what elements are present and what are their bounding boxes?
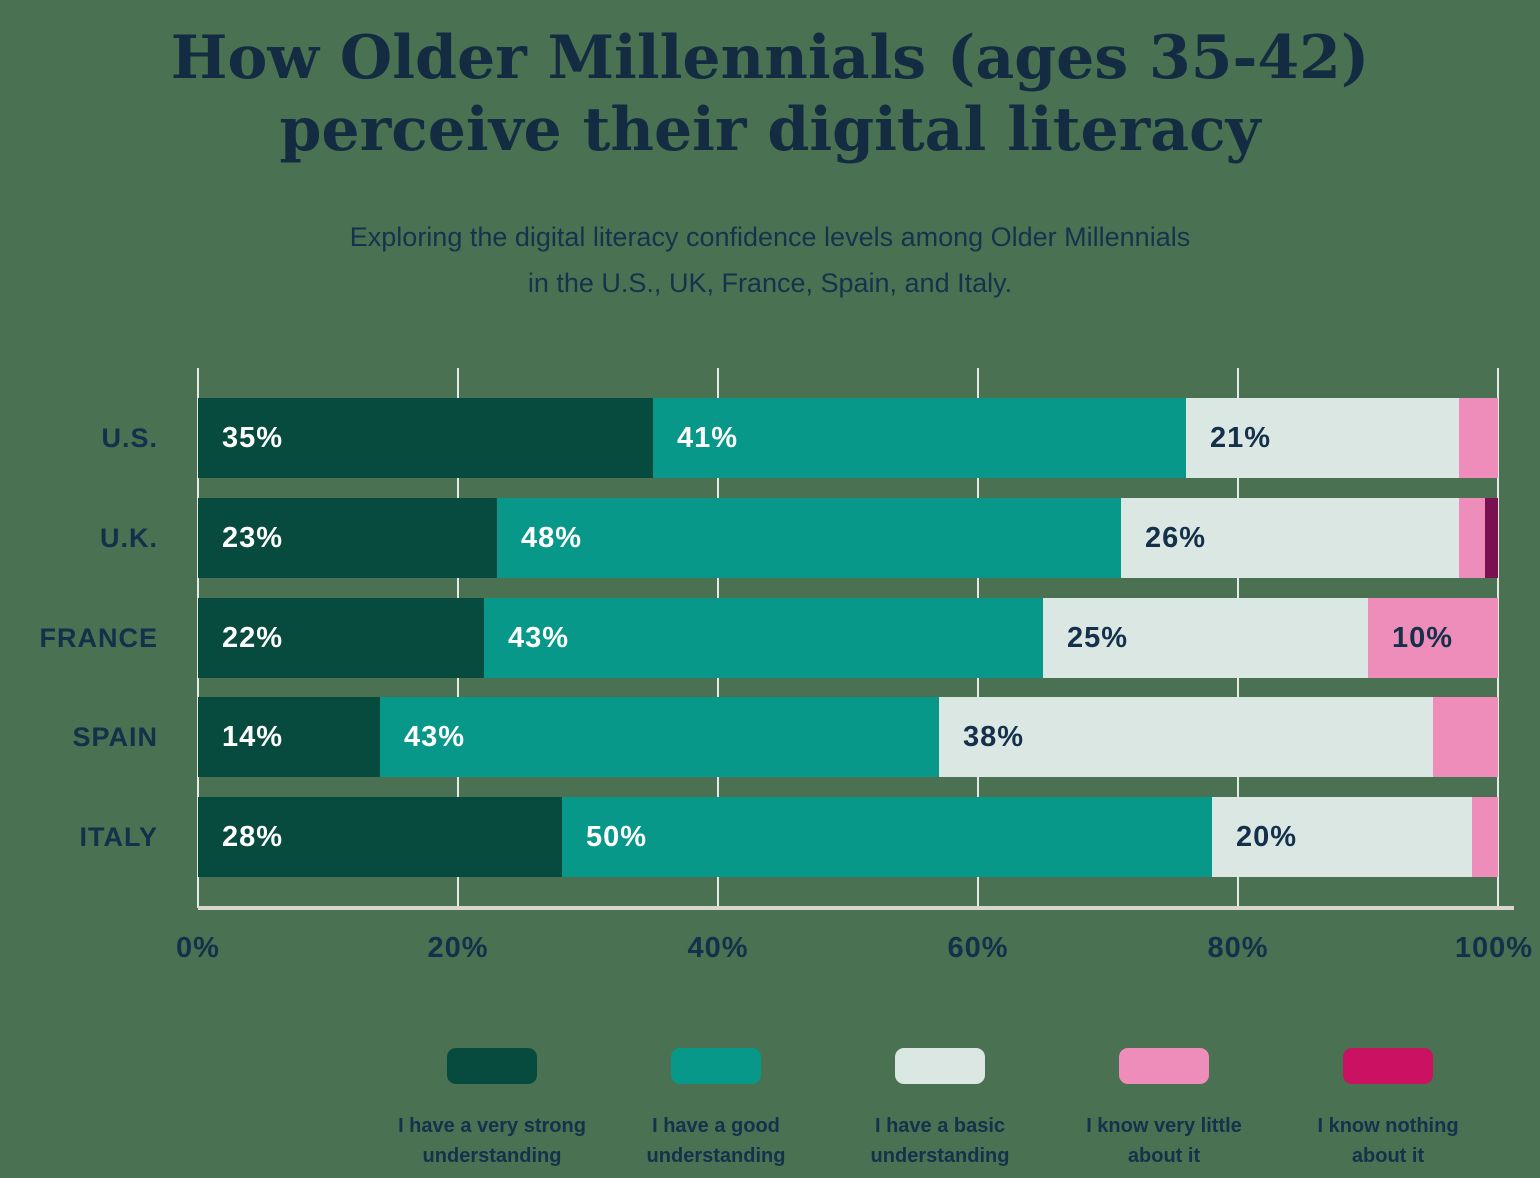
x-axis-tick: 60% bbox=[947, 932, 1009, 964]
bar-segment: 10% bbox=[1368, 598, 1498, 678]
legend-label: I know nothing about it bbox=[1276, 1111, 1500, 1171]
bar-value-label: 48% bbox=[521, 521, 583, 554]
x-axis-tick: 0% bbox=[176, 932, 220, 964]
bar-row: 22% 43% 25% 10% bbox=[198, 598, 1498, 678]
bar-row: 23% 48% 26% bbox=[198, 498, 1498, 578]
bar-segment: 28% bbox=[198, 797, 562, 877]
bar-segment: 21% bbox=[1186, 398, 1459, 478]
bar-segment bbox=[1472, 797, 1498, 877]
bar-value-label: 35% bbox=[222, 421, 284, 454]
legend-label-line2: understanding bbox=[870, 1145, 1010, 1167]
bar-value-label: 14% bbox=[222, 720, 284, 753]
bar-segment: 50% bbox=[562, 797, 1212, 877]
legend-item: I have a good understanding bbox=[604, 1048, 828, 1171]
x-axis-tick: 40% bbox=[687, 932, 749, 964]
legend-swatch bbox=[447, 1048, 537, 1084]
chart-subtitle-line2: in the U.S., UK, France, Spain, and Ital… bbox=[527, 268, 1013, 298]
x-axis-tick: 100% bbox=[1454, 932, 1534, 964]
legend-swatch bbox=[671, 1048, 761, 1084]
bar-value-label: 25% bbox=[1067, 621, 1129, 654]
legend-label-line2: about it bbox=[1351, 1145, 1425, 1167]
x-axis-tick: 20% bbox=[427, 932, 489, 964]
chart-title: How Older Millennials (ages 35-42) percei… bbox=[0, 22, 1540, 166]
bar-value-label: 20% bbox=[1236, 820, 1298, 853]
chart-subtitle-line1: Exploring the digital literacy confidenc… bbox=[349, 222, 1191, 252]
row-label: SPAIN bbox=[72, 721, 158, 752]
legend-item: I have a very strong understanding bbox=[380, 1048, 604, 1171]
legend-item: I know nothing about it bbox=[1276, 1048, 1500, 1171]
legend-label: I have a very strong understanding bbox=[380, 1111, 604, 1171]
bar-value-label: 10% bbox=[1392, 621, 1454, 654]
bar-row: 28% 50% 20% bbox=[198, 797, 1498, 877]
legend-label-line2: about it bbox=[1127, 1145, 1201, 1167]
bar-segment: 41% bbox=[653, 398, 1186, 478]
bar-segment: 38% bbox=[939, 697, 1433, 777]
bar-segment: 22% bbox=[198, 598, 484, 678]
chart-title-line2: perceive their digital literacy bbox=[279, 95, 1261, 165]
legend-swatch bbox=[1343, 1048, 1433, 1084]
legend-label-line2: understanding bbox=[646, 1145, 786, 1167]
legend-swatch bbox=[895, 1048, 985, 1084]
legend-item: I know very little about it bbox=[1052, 1048, 1276, 1171]
bar-value-label: 28% bbox=[222, 820, 284, 853]
legend: I have a very strong understanding I have … bbox=[380, 1048, 1500, 1171]
chart-subtitle: Exploring the digital literacy confidenc… bbox=[0, 214, 1540, 306]
bar-segment bbox=[1485, 498, 1498, 578]
row-label: U.S. bbox=[101, 422, 158, 453]
bar-row: 35% 41% 21% bbox=[198, 398, 1498, 478]
x-axis-tick: 80% bbox=[1207, 932, 1269, 964]
bar-segment: 23% bbox=[198, 498, 497, 578]
row-label: U.K. bbox=[100, 522, 158, 553]
bar-segment bbox=[1433, 697, 1498, 777]
bar-value-label: 22% bbox=[222, 621, 284, 654]
row-label: ITALY bbox=[79, 821, 158, 852]
bar-segment bbox=[1459, 498, 1485, 578]
bar-segment: 35% bbox=[198, 398, 653, 478]
bar-segment: 43% bbox=[380, 697, 939, 777]
bar-segment: 43% bbox=[484, 598, 1043, 678]
bar-segment bbox=[1459, 398, 1498, 478]
legend-label-line1: I have a basic bbox=[874, 1115, 1006, 1137]
bar-segment: 26% bbox=[1121, 498, 1459, 578]
legend-label-line1: I have a very strong bbox=[398, 1115, 586, 1137]
bar-value-label: 26% bbox=[1145, 521, 1207, 554]
bar-value-label: 23% bbox=[222, 521, 284, 554]
bar-segment: 25% bbox=[1043, 598, 1368, 678]
gridline bbox=[1497, 368, 1499, 908]
legend-label: I know very little about it bbox=[1052, 1111, 1276, 1171]
bar-value-label: 50% bbox=[586, 820, 648, 853]
legend-label-line1: I know nothing bbox=[1317, 1115, 1459, 1137]
bar-segment: 14% bbox=[198, 697, 380, 777]
x-axis-line bbox=[198, 906, 1514, 910]
bar-value-label: 21% bbox=[1210, 421, 1272, 454]
bar-value-label: 43% bbox=[508, 621, 570, 654]
bar-value-label: 41% bbox=[677, 421, 739, 454]
legend-label-line2: understanding bbox=[422, 1145, 562, 1167]
legend-label: I have a basic understanding bbox=[828, 1111, 1052, 1171]
row-label: FRANCE bbox=[39, 622, 158, 653]
chart-title-line1: How Older Millennials (ages 35-42) bbox=[170, 23, 1370, 93]
bar-segment: 20% bbox=[1212, 797, 1472, 877]
legend-swatch bbox=[1119, 1048, 1209, 1084]
bar-row: 14% 43% 38% bbox=[198, 697, 1498, 777]
bar-value-label: 38% bbox=[963, 720, 1025, 753]
bar-segment: 48% bbox=[497, 498, 1121, 578]
legend-label: I have a good understanding bbox=[604, 1111, 828, 1171]
legend-label-line1: I have a good bbox=[652, 1115, 780, 1137]
legend-label-line1: I know very little bbox=[1086, 1115, 1242, 1137]
legend-item: I have a basic understanding bbox=[828, 1048, 1052, 1171]
bar-value-label: 43% bbox=[404, 720, 466, 753]
